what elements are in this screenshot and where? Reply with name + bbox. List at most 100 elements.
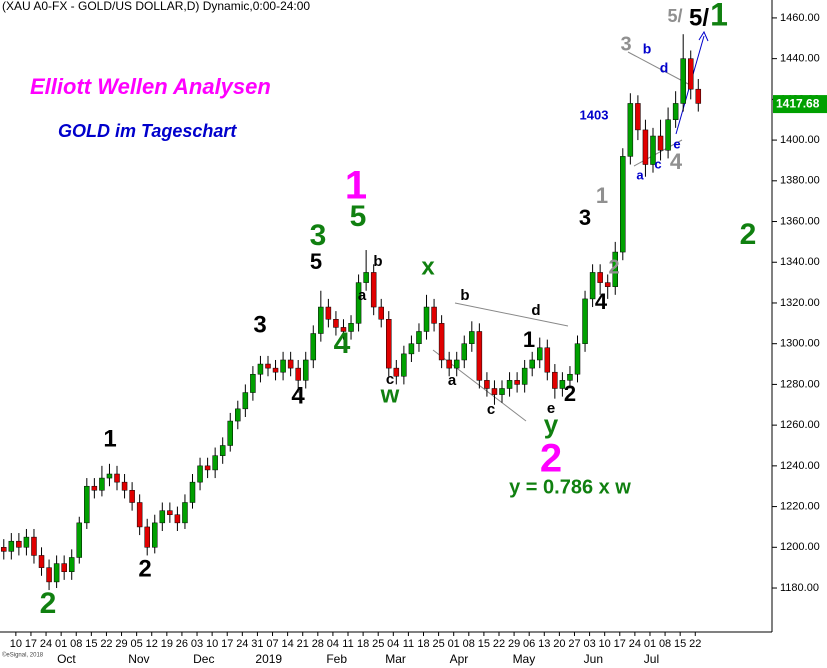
candle-body xyxy=(355,282,362,324)
wave-label: c xyxy=(487,401,495,418)
candle-body xyxy=(635,103,641,131)
month-label: Mar xyxy=(385,652,406,666)
wave-label: 4 xyxy=(291,382,305,409)
y-tick-label: 1280.00 xyxy=(780,378,820,390)
wave-label: 2 xyxy=(138,555,151,582)
x-tick-label: 20 xyxy=(553,638,565,650)
x-tick-label: 13 xyxy=(538,638,550,650)
wave-label: x xyxy=(421,253,435,280)
x-tick-label: 03 xyxy=(583,638,595,650)
wave-label: 5/ xyxy=(667,6,682,26)
candle-body xyxy=(235,408,241,422)
trend-line xyxy=(454,302,569,327)
x-tick-label: 15 xyxy=(674,638,686,650)
wave-label: 4 xyxy=(334,327,351,360)
candle-body xyxy=(574,343,581,375)
candle-body xyxy=(680,58,686,104)
month-label: Feb xyxy=(326,652,347,666)
candle-body xyxy=(136,502,143,528)
copyright: ©eSignal, 2018 xyxy=(2,652,44,659)
candle-body xyxy=(544,347,551,373)
candle-body xyxy=(537,347,543,361)
wave-label: 4 xyxy=(595,289,608,314)
month-label: Jul xyxy=(644,652,659,666)
x-tick-label: 03 xyxy=(191,638,203,650)
x-tick-label: 05 xyxy=(131,638,143,650)
candle-body xyxy=(431,306,437,324)
wave-label: 1403 xyxy=(580,107,609,122)
y-tick-label: 1180.00 xyxy=(780,582,819,594)
candle-body xyxy=(461,343,468,361)
candle-body xyxy=(189,481,196,503)
candle-body xyxy=(627,103,634,157)
wave-label: a xyxy=(448,372,457,389)
wave-label: d xyxy=(660,60,669,76)
wave-label: e xyxy=(547,400,555,417)
candle-body xyxy=(152,522,158,548)
candle-body xyxy=(114,473,120,483)
wave-label: b xyxy=(373,253,382,270)
candle-body xyxy=(23,536,30,548)
x-tick-label: 01 xyxy=(644,638,656,650)
candle-body xyxy=(650,135,656,165)
candle-body xyxy=(348,323,354,332)
candle-body xyxy=(257,363,264,375)
wave-label: 3 xyxy=(620,33,631,55)
arrow-head xyxy=(698,30,709,42)
candle-body xyxy=(529,359,535,369)
candle-body xyxy=(91,485,98,491)
candle-body xyxy=(31,536,37,556)
candle-body xyxy=(204,465,211,471)
x-tick-label: 15 xyxy=(478,638,490,650)
wave-label: e xyxy=(673,136,680,151)
candle-body xyxy=(393,367,400,377)
candle-body xyxy=(484,380,490,389)
candle-body xyxy=(559,380,566,389)
month-label: May xyxy=(513,652,536,666)
candle-body xyxy=(476,331,483,381)
x-tick-label: 21 xyxy=(297,638,309,650)
wave-label: 1 xyxy=(345,164,367,208)
x-tick-label: 10 xyxy=(10,638,22,650)
x-tick-label: 07 xyxy=(266,638,278,650)
month-label: 2019 xyxy=(255,652,282,666)
wave-label: 3 xyxy=(310,219,327,252)
candle-body xyxy=(620,156,626,253)
candle-body xyxy=(552,371,558,389)
x-tick-label: 24 xyxy=(629,638,641,650)
x-tick-label: 12 xyxy=(146,638,158,650)
x-tick-label: 08 xyxy=(659,638,671,650)
candle-body xyxy=(144,526,150,548)
x-tick-label: 04 xyxy=(387,638,399,650)
wave-label: c xyxy=(386,371,394,388)
chart-title: (XAU A0-FX - GOLD/US DOLLAR,D) Dynamic,0… xyxy=(2,0,310,13)
candle-body xyxy=(61,563,67,572)
y-tick-label: 1200.00 xyxy=(780,541,820,553)
x-tick-label: 24 xyxy=(236,638,248,650)
y-tick-label: 1360.00 xyxy=(780,215,820,227)
y-tick-label: 1320.00 xyxy=(780,297,820,309)
candle-body xyxy=(567,373,573,381)
candle-body xyxy=(167,510,173,515)
y-tick-label: 1300.00 xyxy=(780,338,820,350)
wave-label: 2 xyxy=(540,437,562,481)
x-tick-label: 11 xyxy=(342,638,353,650)
x-tick-label: 08 xyxy=(463,638,475,650)
wave-label: 2 xyxy=(740,218,757,251)
candle-body xyxy=(287,359,294,369)
candle-body xyxy=(16,540,22,548)
candle-body xyxy=(408,343,415,355)
wave-label: a xyxy=(358,287,367,304)
wave-label: b xyxy=(460,287,469,304)
x-tick-label: 04 xyxy=(327,638,339,650)
candle-body xyxy=(318,306,324,334)
wave-label: Elliott Wellen Analysen xyxy=(30,74,271,99)
x-tick-label: 29 xyxy=(115,638,127,650)
y-tick-label: 1340.00 xyxy=(780,256,820,268)
candle-body xyxy=(272,367,279,373)
x-tick-label: 29 xyxy=(508,638,520,650)
candle-body xyxy=(521,367,528,385)
wave-label: 1 xyxy=(596,183,608,208)
x-tick-label: 26 xyxy=(176,638,188,650)
